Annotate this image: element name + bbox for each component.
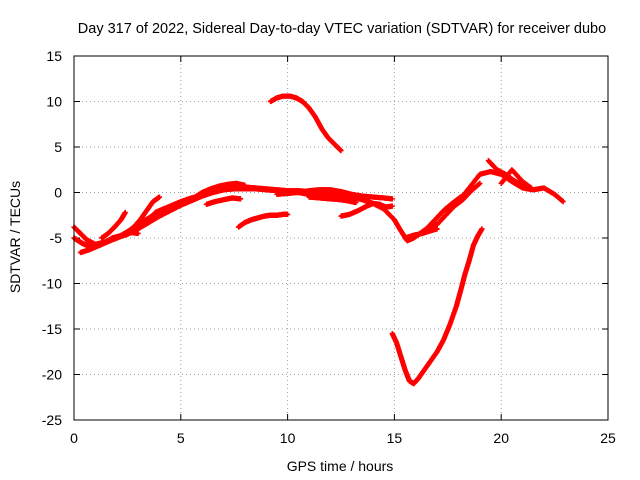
series-track-g [182, 180, 248, 207]
data-point-marker [528, 185, 534, 191]
y-tick-label: -20 [42, 367, 62, 383]
series-track-i [235, 211, 291, 230]
y-tick-label: 15 [46, 48, 62, 64]
tick-labels: 0 5 10 15 20 25 -25 -20 -15 -10 -5 0 5 10 15 [42, 48, 616, 446]
data-point-marker [242, 182, 248, 188]
y-tick-label: -15 [42, 321, 62, 337]
data-point-marker [389, 196, 395, 202]
y-tick-label: -10 [42, 276, 62, 292]
y-tick-label: 0 [54, 185, 62, 201]
data-point-marker [238, 196, 244, 202]
series-track-t [498, 167, 534, 191]
y-tick-label: 5 [54, 139, 62, 155]
y-tick-label: 10 [46, 94, 62, 110]
x-axis-label: GPS time / hours [287, 458, 394, 474]
series-track-u [389, 226, 485, 387]
y-tick-label: -5 [50, 230, 63, 246]
data-point-marker [338, 148, 344, 154]
data-point-marker [477, 180, 483, 186]
y-tick-label: -25 [42, 412, 62, 428]
x-tick-label: 5 [177, 430, 185, 446]
x-tick-label: 10 [280, 430, 296, 446]
y-axis-label: SDTVAR / TECUs [7, 181, 23, 293]
data-point-marker [156, 194, 163, 200]
series-track-l [306, 194, 359, 206]
data-point-marker [135, 230, 141, 237]
data-point-marker [434, 226, 440, 232]
series-track-j [267, 93, 344, 154]
chart-title: Day 317 of 2022, Sidereal Day-to-day VTE… [78, 21, 606, 37]
series-track-o [402, 226, 440, 241]
x-tick-label: 20 [493, 430, 509, 446]
x-tick-label: 15 [387, 430, 403, 446]
grid [74, 56, 608, 420]
data-point-marker [389, 203, 395, 209]
data-point-marker [560, 199, 566, 205]
x-tick-label: 25 [600, 430, 616, 446]
series-track-e [124, 194, 163, 237]
data-point-marker [285, 211, 291, 217]
plot-frame [73, 55, 609, 421]
data-points [71, 93, 566, 387]
data-point-marker [122, 209, 128, 216]
series-track-n [349, 194, 440, 244]
data-point-marker [479, 226, 485, 232]
x-tick-label: 0 [70, 430, 78, 446]
series-track-d [99, 209, 128, 241]
series-track-h [203, 195, 244, 207]
